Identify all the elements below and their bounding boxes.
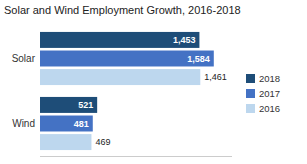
bar	[40, 134, 91, 150]
data-label: 521	[78, 100, 93, 110]
legend-swatch	[246, 89, 255, 98]
data-label: 1,453	[173, 35, 196, 45]
legend-label: 2018	[259, 73, 280, 84]
y-tick-label: Solar	[12, 53, 36, 64]
data-label: 1,584	[187, 54, 210, 64]
x-axis-line	[40, 156, 232, 157]
y-ticks: Solar Wind	[12, 53, 36, 129]
bars	[40, 32, 214, 150]
bar	[40, 116, 93, 132]
chart-container: Solar and Wind Employment Growth, 2016-2…	[0, 0, 307, 164]
bar	[40, 51, 214, 67]
data-label: 1,461	[204, 72, 227, 82]
legend-swatch	[246, 74, 255, 83]
data-label: 481	[74, 119, 89, 129]
legend-label: 2016	[259, 103, 280, 114]
legend-swatch	[246, 104, 255, 113]
y-tick-label: Wind	[12, 118, 35, 129]
legend: 2018 2017 2016	[246, 73, 280, 114]
data-labels: 1,453 1,584 1,461 521 481 469	[74, 35, 227, 147]
data-label: 469	[95, 137, 110, 147]
bar	[40, 69, 200, 85]
bar	[40, 32, 199, 48]
chart-title: Solar and Wind Employment Growth, 2016-2…	[4, 4, 241, 16]
legend-label: 2017	[259, 88, 280, 99]
chart-svg: Solar and Wind Employment Growth, 2016-2…	[0, 0, 307, 164]
bar	[40, 97, 97, 113]
